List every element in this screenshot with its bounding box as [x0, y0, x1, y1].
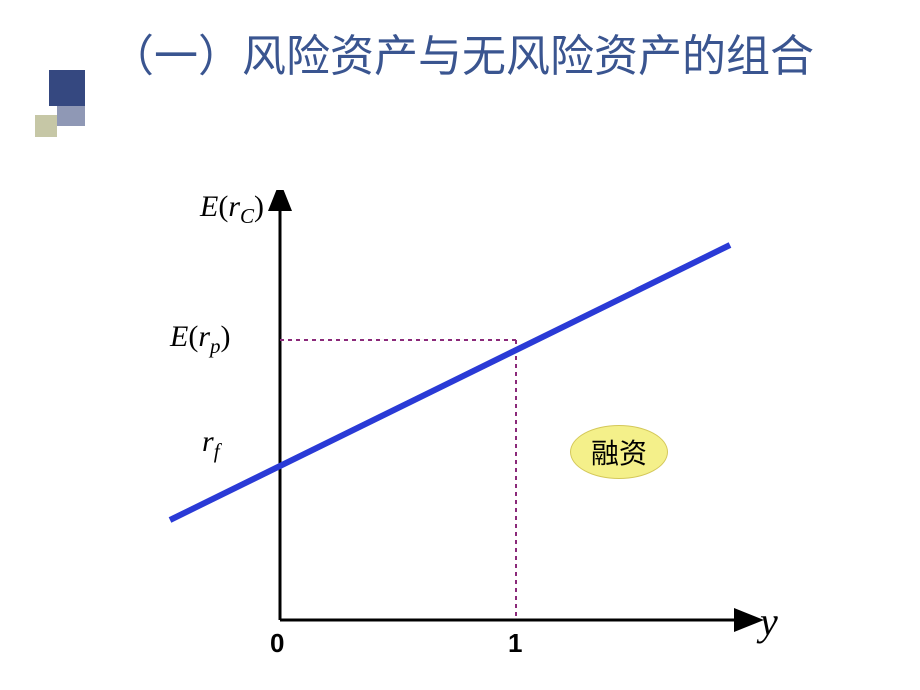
- x-axis-label: y: [760, 598, 778, 645]
- y-label-close: ): [254, 190, 264, 223]
- rf-sub: f: [214, 439, 220, 463]
- y-tick-erp: E(rp): [170, 320, 231, 359]
- y-label-open: (: [218, 190, 228, 223]
- rf-var: r: [202, 425, 214, 458]
- y-axis-label: E(rC): [200, 190, 264, 229]
- erp-sub: p: [210, 334, 221, 358]
- y-label-E: E: [200, 190, 218, 223]
- y-label-sub: C: [240, 204, 254, 228]
- x-label-var: y: [760, 599, 778, 644]
- erp-open: (: [188, 320, 198, 353]
- y-tick-rf: rf: [202, 425, 220, 464]
- capital-allocation-line: [170, 245, 730, 520]
- y-label-var: r: [228, 190, 240, 223]
- erp-var: r: [198, 320, 210, 353]
- chart-svg: [130, 190, 810, 660]
- chart-container: E(rC) E(rp) rf y 0 1: [130, 190, 810, 660]
- financing-callout: 融资: [570, 425, 668, 479]
- x-tick-0: 0: [270, 628, 284, 659]
- erp-E: E: [170, 320, 188, 353]
- x-tick-1: 1: [508, 628, 522, 659]
- dec-square-3: [49, 70, 85, 106]
- dec-square-1: [35, 115, 57, 137]
- slide-title: （一）风险资产与无风险资产的组合: [110, 28, 880, 85]
- erp-close: ): [221, 320, 231, 353]
